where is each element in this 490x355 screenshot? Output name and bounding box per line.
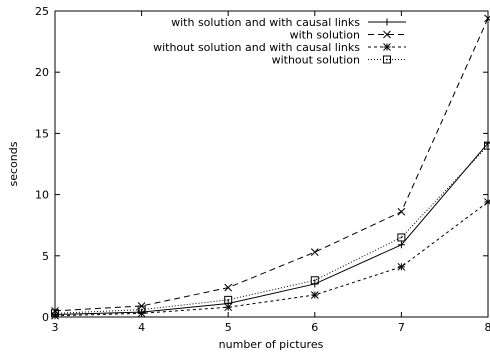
y-tick-label: 15 — [35, 127, 49, 140]
data-point — [54, 312, 56, 315]
y-tick-label: 20 — [35, 66, 49, 79]
data-point — [224, 295, 233, 304]
series-markers-4 — [51, 141, 490, 318]
data-point — [400, 236, 403, 239]
x-tick-label: 3 — [52, 321, 59, 334]
legend-label: without solution — [272, 54, 360, 67]
data-point — [314, 279, 316, 282]
series-line-2 — [54, 18, 489, 312]
data-point — [140, 308, 143, 311]
data-point — [484, 141, 490, 150]
data-point — [310, 291, 319, 299]
data-point — [137, 305, 146, 314]
legend-marker — [386, 58, 388, 61]
series-line-4 — [54, 145, 489, 314]
data-point — [224, 303, 233, 312]
legend-marker — [383, 30, 391, 39]
y-tick-label: 5 — [42, 250, 49, 263]
series-line-3 — [54, 201, 489, 317]
data-point — [227, 299, 229, 301]
x-axis-title: number of pictures — [219, 338, 324, 351]
legend-marker — [383, 43, 391, 51]
data-point — [484, 199, 490, 206]
axis-tick-labels: 3 4 5 6 7 8 0 5 10 15 20 25 — [35, 5, 490, 334]
legend-label: with solution and with causal links — [171, 16, 360, 29]
y-tick-label: 25 — [35, 5, 49, 18]
plot-frame — [54, 10, 489, 318]
y-tick-label: 0 — [42, 311, 49, 324]
data-point — [51, 311, 59, 320]
data-point — [224, 283, 233, 292]
x-tick-label: 8 — [485, 321, 490, 334]
plot-area-border — [54, 10, 489, 318]
x-tick-label: 5 — [225, 321, 232, 334]
data-point — [487, 144, 489, 147]
legend: with solution and with causal linkswith … — [153, 16, 406, 67]
data-point — [484, 15, 490, 23]
series-line-1 — [54, 142, 489, 316]
x-tick-label: 4 — [138, 321, 145, 334]
series-markers-1 — [51, 139, 490, 319]
legend-label: with solution — [290, 29, 360, 42]
x-tick-label: 7 — [398, 321, 405, 334]
x-tick-label: 6 — [311, 321, 318, 334]
data-point — [397, 233, 406, 242]
data-point — [397, 262, 406, 271]
legend-label: without solution and with causal links — [153, 41, 360, 54]
legend-marker — [383, 55, 391, 64]
y-tick-label: 10 — [35, 189, 49, 202]
data-point — [310, 248, 319, 256]
data-point — [310, 276, 319, 285]
series-markers — [51, 14, 490, 320]
data-point — [51, 309, 59, 318]
data-point — [397, 207, 406, 216]
series-lines — [54, 18, 489, 317]
y-axis-title: seconds — [7, 141, 20, 186]
